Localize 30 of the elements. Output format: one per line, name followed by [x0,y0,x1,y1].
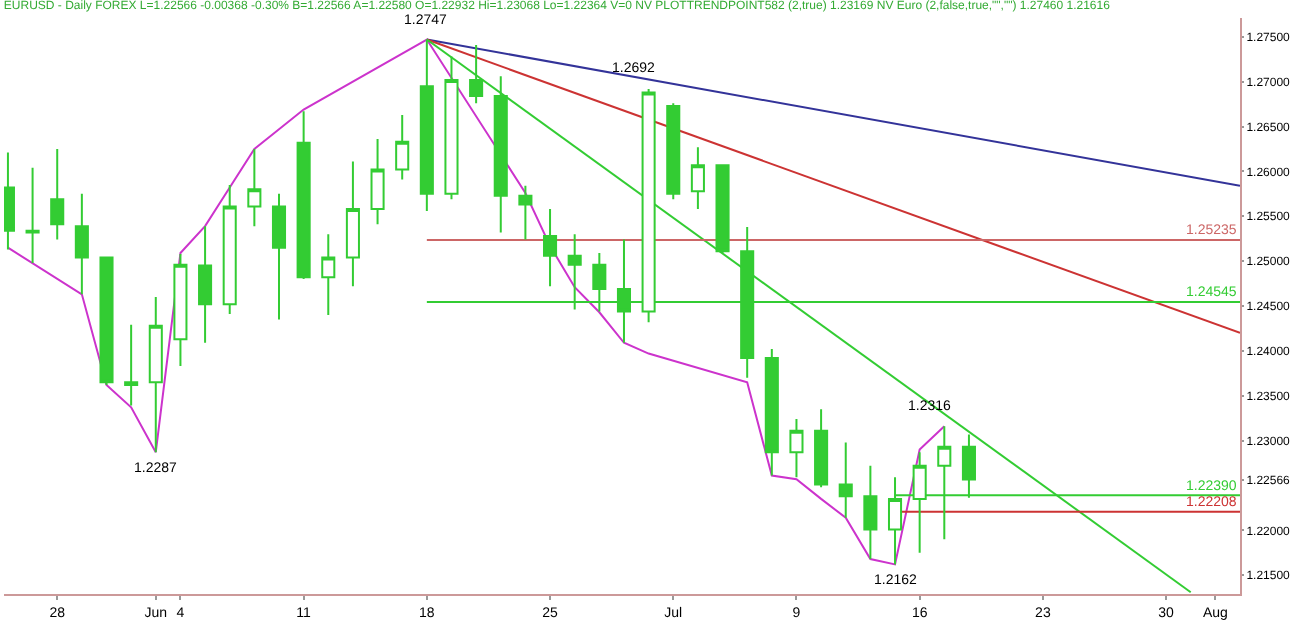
candlestick [518,184,533,241]
candlestick [173,252,188,368]
candlestick [345,160,360,288]
candlestick [764,348,779,477]
candlestick [789,418,804,479]
candlestick [814,408,829,489]
candlestick [50,148,65,241]
candlestick [370,138,385,226]
line-series [6,38,946,566]
candlestick [99,255,114,386]
candlestick [222,183,237,316]
candlestick [296,110,311,281]
candlestick [247,148,262,228]
candlestick [838,441,853,519]
candlestick [395,113,410,181]
candlestick [25,166,40,264]
candlestick [469,43,484,105]
candlestick [321,233,336,316]
candlestick [198,225,213,344]
candlestick [271,192,287,321]
candlestick [863,464,878,560]
candlestick [493,75,508,234]
candlestick [690,146,705,211]
candlestick [124,323,139,407]
candlestick [543,208,558,288]
candlestick [715,164,730,255]
candlestick [74,192,89,296]
candlestick [444,55,459,201]
candlestick [666,102,681,201]
candlestick [148,296,163,454]
